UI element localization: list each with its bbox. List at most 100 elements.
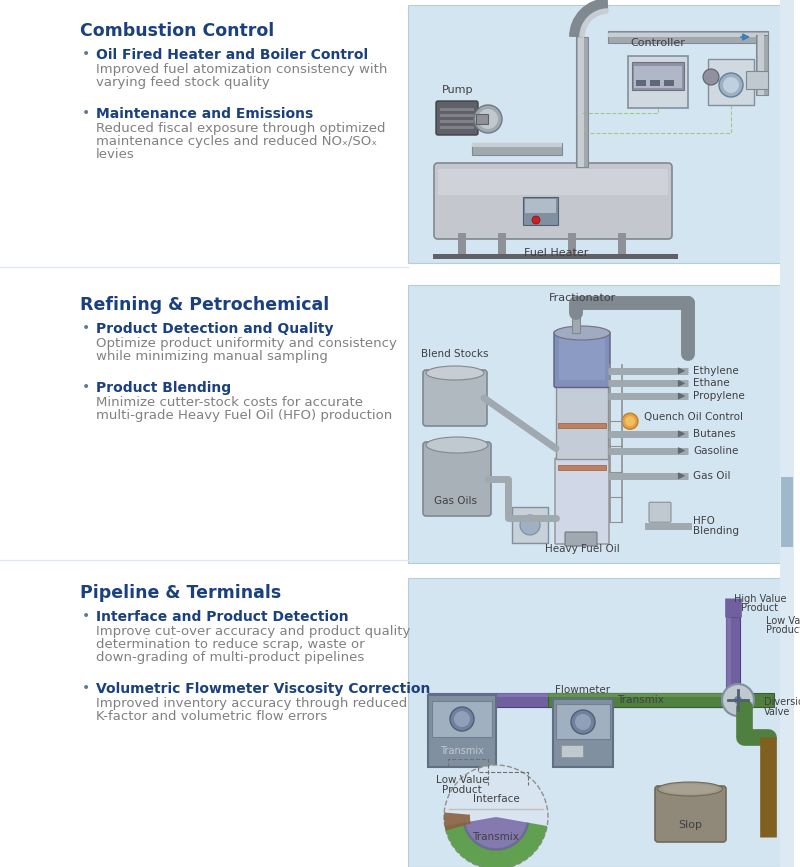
Ellipse shape — [658, 782, 722, 796]
Text: Reduced fiscal exposure through optimized: Reduced fiscal exposure through optimize… — [96, 122, 386, 135]
FancyBboxPatch shape — [649, 502, 671, 522]
Circle shape — [571, 710, 595, 734]
Ellipse shape — [426, 437, 488, 453]
Bar — [608, 31, 768, 43]
Text: Low Value: Low Value — [436, 775, 488, 785]
FancyBboxPatch shape — [554, 331, 610, 388]
Text: Propylene: Propylene — [693, 391, 745, 401]
Bar — [632, 62, 684, 90]
Bar — [726, 693, 774, 707]
Bar — [472, 143, 562, 147]
FancyBboxPatch shape — [559, 338, 605, 381]
Bar — [408, 285, 783, 563]
Bar — [548, 693, 728, 697]
Bar — [568, 233, 576, 257]
Circle shape — [622, 414, 638, 429]
Text: maintenance cycles and reduced NOₓ/SOₓ: maintenance cycles and reduced NOₓ/SOₓ — [96, 135, 377, 148]
Bar — [650, 80, 660, 86]
Text: Fractionator: Fractionator — [548, 293, 616, 303]
Text: Improve cut-over accuracy and product quality: Improve cut-over accuracy and product qu… — [96, 625, 410, 638]
Wedge shape — [462, 817, 530, 851]
Text: Ethane: Ethane — [693, 378, 730, 388]
FancyBboxPatch shape — [565, 532, 597, 546]
Ellipse shape — [478, 109, 498, 129]
Text: Product: Product — [766, 625, 800, 635]
Bar — [561, 745, 583, 757]
Circle shape — [703, 69, 719, 85]
Text: Oil Fired Heater and Boiler Control: Oil Fired Heater and Boiler Control — [96, 48, 368, 62]
Text: Interface and Product Detection: Interface and Product Detection — [96, 610, 349, 624]
Circle shape — [520, 515, 540, 535]
Bar — [408, 578, 783, 867]
Text: K-factor and volumetric flow errors: K-factor and volumetric flow errors — [96, 710, 327, 723]
Text: Improved inventory accuracy through reduced: Improved inventory accuracy through redu… — [96, 697, 407, 710]
Text: •: • — [82, 380, 90, 394]
Bar — [432, 701, 492, 737]
Circle shape — [450, 707, 474, 731]
Bar — [708, 59, 754, 105]
Bar — [433, 254, 678, 259]
Ellipse shape — [426, 366, 484, 380]
Text: •: • — [82, 106, 90, 120]
Ellipse shape — [662, 784, 718, 794]
Text: multi-grade Heavy Fuel Oil (HFO) production: multi-grade Heavy Fuel Oil (HFO) product… — [96, 409, 392, 422]
Bar — [746, 71, 768, 89]
Bar — [756, 35, 768, 95]
Bar — [636, 80, 646, 86]
Text: •: • — [82, 321, 90, 335]
Text: •: • — [82, 47, 90, 61]
Text: Maintenance and Emissions: Maintenance and Emissions — [96, 107, 314, 121]
Bar — [476, 114, 488, 124]
Circle shape — [532, 216, 540, 224]
Bar — [408, 5, 783, 263]
Bar — [558, 422, 606, 427]
Text: Flowmeter: Flowmeter — [555, 685, 610, 695]
Text: Volumetric Flowmeter Viscosity Correction: Volumetric Flowmeter Viscosity Correctio… — [96, 682, 430, 696]
Text: •: • — [82, 681, 90, 695]
Bar — [553, 699, 613, 767]
Bar — [726, 617, 740, 707]
Text: Interface: Interface — [473, 794, 519, 804]
Circle shape — [722, 684, 754, 716]
Wedge shape — [445, 823, 547, 867]
Text: HFO: HFO — [693, 516, 715, 526]
Text: Heavy Fuel Oil: Heavy Fuel Oil — [545, 544, 619, 554]
Text: Gas Oil: Gas Oil — [693, 471, 730, 481]
Bar — [523, 197, 558, 225]
Text: Gasoline: Gasoline — [693, 446, 738, 455]
Text: Controller: Controller — [630, 38, 686, 48]
Text: Pump: Pump — [442, 85, 474, 95]
Text: Combustion Control: Combustion Control — [80, 22, 274, 40]
Bar — [472, 143, 562, 155]
Bar — [628, 56, 688, 108]
Text: Minimize cutter-stock costs for accurate: Minimize cutter-stock costs for accurate — [96, 396, 363, 409]
Bar — [634, 66, 682, 88]
Circle shape — [625, 416, 635, 427]
Text: Product Detection and Quality: Product Detection and Quality — [96, 322, 334, 336]
Bar — [498, 233, 506, 257]
Circle shape — [444, 765, 548, 867]
FancyBboxPatch shape — [556, 386, 608, 459]
Bar — [608, 33, 768, 37]
Ellipse shape — [474, 105, 502, 133]
FancyBboxPatch shape — [655, 786, 726, 842]
Bar — [780, 477, 794, 547]
Bar — [428, 693, 748, 697]
Circle shape — [575, 714, 591, 730]
FancyBboxPatch shape — [555, 458, 609, 544]
Bar — [726, 617, 731, 707]
Text: Product: Product — [742, 603, 778, 613]
Bar — [576, 37, 588, 167]
Text: Low Value: Low Value — [766, 616, 800, 626]
Bar — [428, 695, 496, 767]
Text: Blending: Blending — [693, 526, 739, 536]
FancyBboxPatch shape — [423, 442, 491, 516]
Bar — [556, 704, 610, 739]
Text: Blend Stocks: Blend Stocks — [422, 349, 489, 359]
Bar — [578, 37, 584, 167]
Bar — [558, 465, 606, 470]
Text: Butanes: Butanes — [693, 429, 736, 439]
Text: Transmix: Transmix — [617, 695, 664, 705]
Text: Product Blending: Product Blending — [96, 381, 231, 395]
Text: varying feed stock quality: varying feed stock quality — [96, 76, 270, 89]
